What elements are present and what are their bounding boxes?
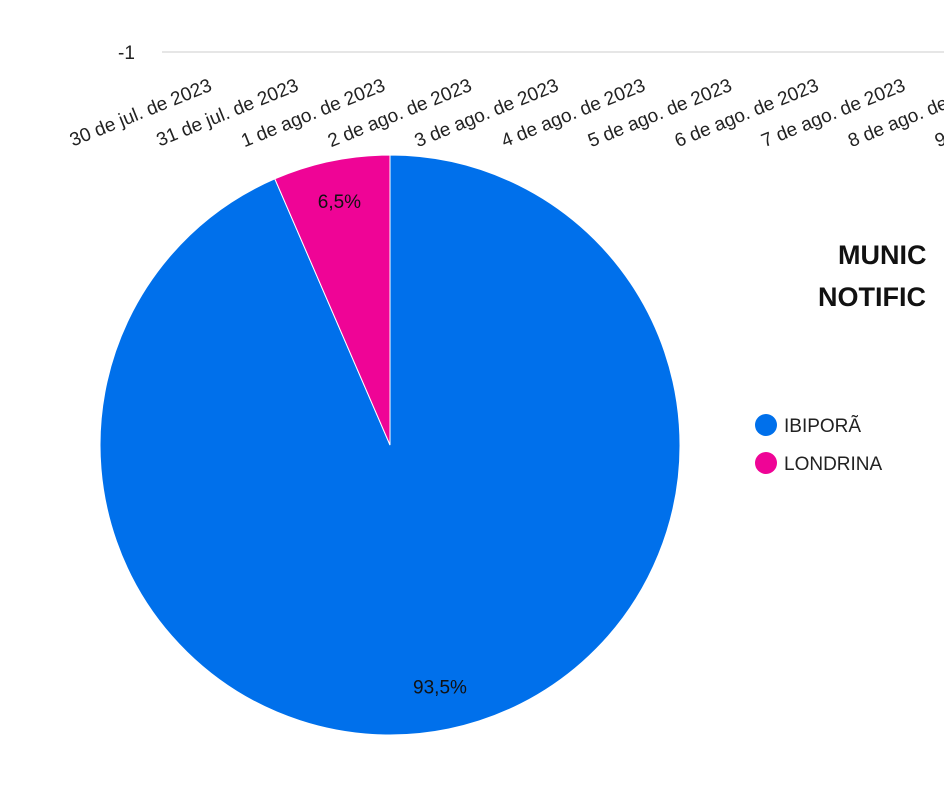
- chart-title: MUNIC NOTIFIC: [818, 240, 927, 312]
- chart-title-line-2: NOTIFIC: [818, 282, 926, 312]
- slice-labels: 93,5% 6,5%: [318, 192, 467, 699]
- pie-slice-londrina: [274, 154, 391, 446]
- legend-swatch: [755, 452, 777, 474]
- legend-label: IBIPORÃ: [784, 415, 861, 437]
- x-tick-label: 5 de ago. de 2023: [585, 75, 735, 152]
- slice-value-label: 6,5%: [318, 192, 361, 213]
- x-tick-label: 31 de jul. de 2023: [154, 75, 302, 151]
- legend-label: LONDRINA: [784, 454, 883, 475]
- x-tick-label: 6 de ago. de 2023: [672, 75, 822, 152]
- x-tick-label: 7 de ago. de 2023: [759, 75, 909, 152]
- x-tick-label: 30 de jul. de 2023: [67, 75, 215, 151]
- slice-value-label: 93,5%: [413, 677, 467, 698]
- x-tick-label: 1 de ago. de 2023: [238, 75, 388, 152]
- x-tick-label: 2 de ago. de 2023: [325, 75, 475, 152]
- legend-swatch: [755, 414, 777, 436]
- chart-title-line-1: MUNIC: [838, 240, 927, 270]
- legend: IBIPORÃ LONDRINA: [755, 414, 883, 475]
- y-tick-label: -1: [118, 43, 135, 64]
- x-tick-label: 3 de ago. de 2023: [412, 75, 562, 152]
- pie-chart: [99, 154, 681, 736]
- x-tick-label: 4 de ago. de 2023: [498, 75, 648, 152]
